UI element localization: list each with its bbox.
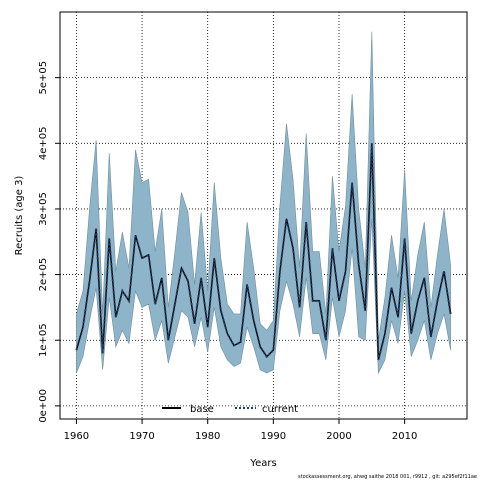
confidence-band [76, 31, 451, 375]
y-tick-label: 1e+05 [38, 323, 49, 357]
x-tick-label: 1990 [261, 431, 286, 442]
y-tick-label: 5e+05 [38, 61, 49, 95]
x-axis-title: Years [249, 458, 276, 469]
y-tick-label: 2e+05 [38, 258, 49, 292]
plot-frame [59, 11, 468, 420]
x-tick-label: 1970 [129, 431, 154, 442]
series-line-base [75, 143, 452, 361]
x-tick-label: 2000 [326, 431, 351, 442]
x-tick-label: 2010 [392, 431, 417, 442]
legend-label-current: current [262, 404, 298, 415]
y-tick-label: 0e+00 [38, 389, 49, 423]
x-tick-label: 1980 [195, 431, 220, 442]
x-axis: 1960 1970 1980 1990 2000 2010 [64, 419, 417, 442]
y-tick-label: 3e+05 [38, 192, 49, 226]
footer-text: stockassessment.org, ahwg saithe 2018 00… [298, 474, 477, 480]
x-tick-label: 1960 [64, 431, 89, 442]
y-tick-label: 4e+05 [38, 126, 49, 160]
y-axis: 0e+00 1e+05 2e+05 3e+05 4e+05 5e+05 [38, 61, 60, 423]
legend-label-base: base [190, 404, 214, 415]
legend: base current [162, 404, 298, 415]
y-axis-title: Recruits (age 3) [14, 176, 25, 256]
